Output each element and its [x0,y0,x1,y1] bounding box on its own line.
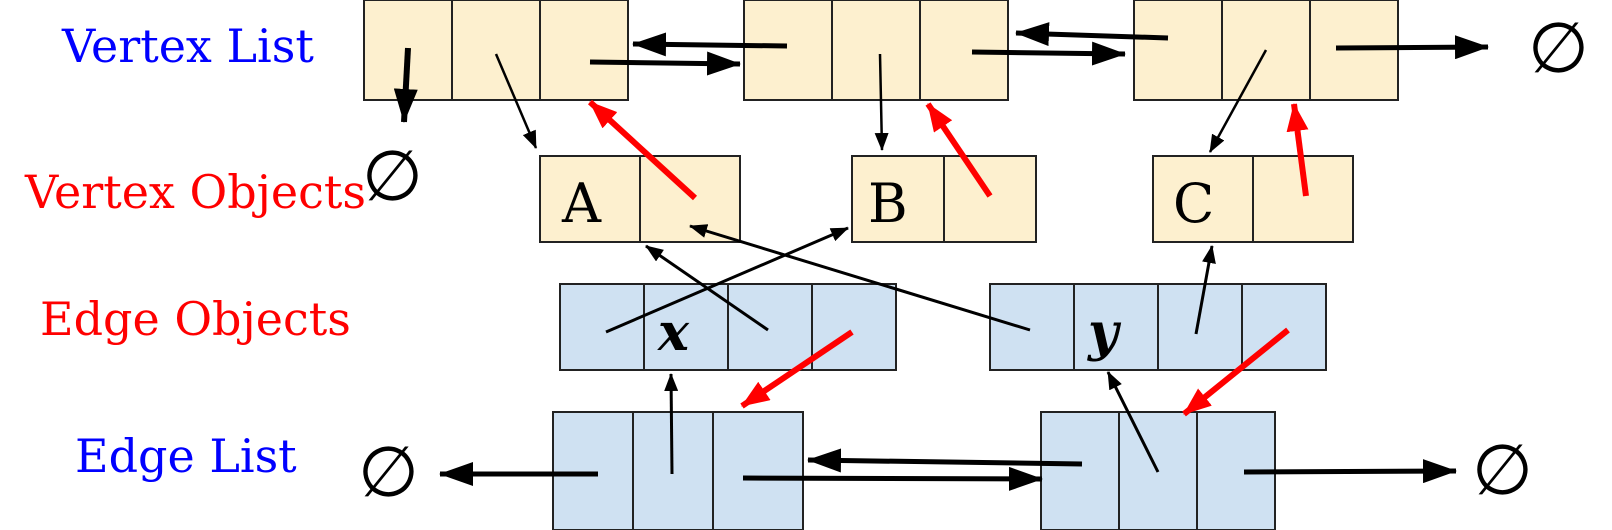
edge-x-position-pointer [740,329,854,409]
elist2-prev-pointer [807,448,1083,473]
edge-object-x: x [559,283,897,371]
vlist1-element-pointer [494,53,538,149]
vertex-objects-label: Vertex Objects [24,165,366,219]
vertex-list-pointers [393,22,1489,153]
edge-list-label: Edge List [75,429,297,483]
vertex-list-node-1 [363,0,629,101]
vertex-object-a: A [539,155,741,243]
edge-list-pointers [439,371,1457,491]
vlist3-prev-pointer [1015,22,1169,47]
elist1-element-pointer [664,373,679,475]
edge-y-destination-pointer [1194,245,1216,335]
edge-y-origin-pointer [689,224,1031,332]
vertex-object-c: C [1152,155,1354,243]
elist2-next-pointer [1243,459,1457,484]
edge-position-pointers [740,327,1290,417]
vlist2-element-pointer [874,53,889,151]
vertex-c-position-pointer [1286,103,1309,197]
elist2-element-pointer [1106,371,1160,473]
edge-list-node-1 [552,411,804,530]
edge-x-destination-pointer [645,244,769,332]
vlist3-element-pointer [1208,49,1268,153]
vlist3-next-pointer [1335,35,1489,60]
edge-x-label: x [657,302,690,363]
vertex-position-pointers [587,99,1309,201]
elist1-next-pointer [742,466,1043,491]
vlist2-next-pointer [971,41,1126,66]
null-symbol-vertex-list-end: ∅ [1528,7,1589,89]
edge-list-node-2 [1040,411,1276,530]
vertex-b-position-pointer [925,102,993,198]
vertex-a-label: A [561,172,602,235]
edge-object-y: y [989,283,1327,371]
vertex-list-label: Vertex List [61,19,314,73]
vertex-c-label: C [1173,172,1214,235]
vlist2-prev-pointer [632,32,788,57]
vertex-b-label: B [868,172,908,235]
edge-objects-label: Edge Objects [40,292,351,346]
edge-x-origin-pointer [605,226,849,334]
vlist1-next-pointer [589,51,741,76]
vertex-a-position-pointer [587,99,698,201]
null-symbol-edge-list-end: ∅ [1472,429,1533,511]
vertex-list-node-2 [743,0,1009,101]
null-symbol-edge-list-start: ∅ [358,431,419,513]
edge-y-position-pointer [1182,327,1290,417]
vlist1-prev-pointer [393,47,418,123]
vertex-object-b: B [851,155,1037,243]
edge-endpoint-pointers [605,224,1216,335]
edge-y-label: y [1087,302,1122,363]
null-symbol-vertex-list-start: ∅ [362,135,423,217]
